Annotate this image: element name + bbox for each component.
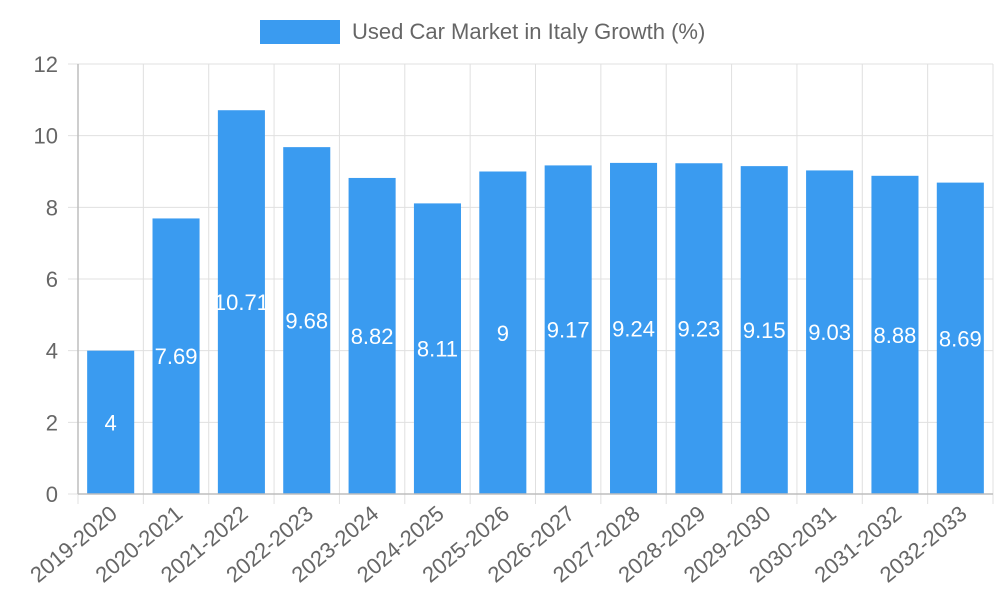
bar-data-label: 7.69 [155,344,198,369]
bar-data-label: 9.24 [612,316,655,341]
bar[interactable] [675,163,723,494]
bar[interactable] [348,177,396,494]
bar[interactable] [871,175,919,495]
chart-legend: Used Car Market in Italy Growth (%) [260,19,705,44]
bar-data-label: 8.11 [417,337,458,362]
bar[interactable] [479,171,527,495]
bar-data-label: 4 [105,410,117,435]
bar-data-label: 8.69 [939,326,982,351]
y-tick-label: 12 [34,52,58,77]
bar[interactable] [87,350,135,494]
legend-label: Used Car Market in Italy Growth (%) [352,19,705,44]
bar-data-label: 9.68 [285,309,328,334]
bar[interactable] [936,182,984,494]
bar-data-label: 9.15 [743,318,786,343]
bar-data-label: 9.17 [547,318,590,343]
bar[interactable] [413,203,461,494]
bar[interactable] [217,110,265,494]
y-tick-label: 10 [34,124,58,149]
y-tick-label: 4 [46,339,58,364]
y-tick-label: 8 [46,195,58,220]
bar-data-label: 9.03 [808,320,851,345]
chart-axes [77,64,993,495]
bar-data-label: 8.88 [874,323,917,348]
bar[interactable] [806,170,854,495]
y-tick-label: 0 [46,482,58,507]
bar[interactable] [283,147,331,494]
chart-grid [68,63,994,504]
bar-data-label: 9 [497,321,509,346]
bar[interactable] [544,165,592,495]
chart-bars [87,110,984,495]
y-tick-label: 2 [46,410,58,435]
bar[interactable] [610,162,658,494]
y-tick-label: 6 [46,267,58,292]
bar-data-label: 10.71 [214,290,269,315]
bar[interactable] [152,218,200,495]
bar[interactable] [740,166,788,494]
bar-data-label: 9.23 [677,317,720,342]
bar-data-label: 8.82 [351,324,394,349]
legend-swatch [260,20,340,44]
